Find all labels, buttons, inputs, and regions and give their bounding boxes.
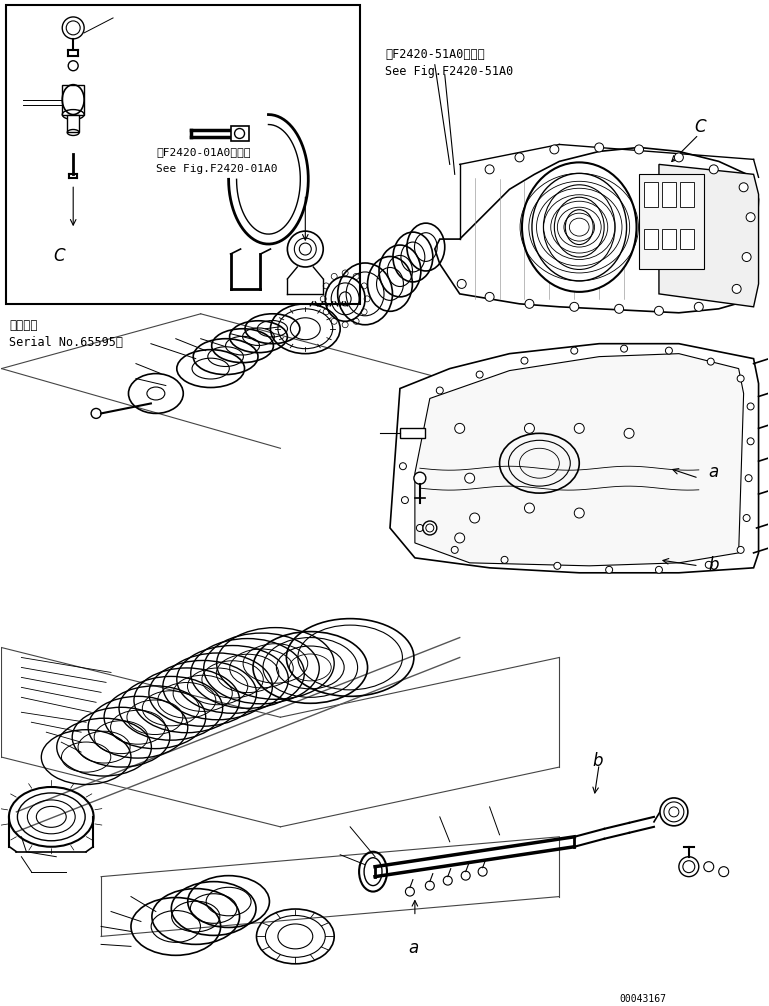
Text: 第F2420-01A0図参照: 第F2420-01A0図参照 xyxy=(156,148,251,157)
Circle shape xyxy=(521,357,528,364)
Circle shape xyxy=(554,562,561,569)
Circle shape xyxy=(458,280,466,289)
Text: 適用号機: 適用号機 xyxy=(9,319,38,332)
Circle shape xyxy=(399,463,406,470)
Bar xyxy=(67,115,79,133)
Text: C: C xyxy=(694,118,705,136)
Text: See Fig.F2420-51A0: See Fig.F2420-51A0 xyxy=(385,64,513,77)
Circle shape xyxy=(655,566,662,573)
Circle shape xyxy=(451,546,458,553)
Bar xyxy=(680,182,694,207)
Circle shape xyxy=(525,300,534,308)
Circle shape xyxy=(470,513,480,523)
Circle shape xyxy=(426,524,434,532)
Circle shape xyxy=(423,521,437,535)
Circle shape xyxy=(405,887,414,896)
Circle shape xyxy=(665,347,672,354)
Circle shape xyxy=(524,503,534,513)
Circle shape xyxy=(660,798,687,826)
Circle shape xyxy=(461,871,470,880)
Circle shape xyxy=(743,514,750,521)
Text: Serial No.65595～: Serial No.65595～ xyxy=(9,336,124,349)
Circle shape xyxy=(485,293,494,302)
Circle shape xyxy=(709,165,718,174)
Circle shape xyxy=(704,862,714,871)
Circle shape xyxy=(574,508,584,518)
Circle shape xyxy=(416,524,424,531)
Text: 00043167: 00043167 xyxy=(619,994,666,1004)
Bar xyxy=(662,229,676,249)
Text: b: b xyxy=(592,752,603,771)
Circle shape xyxy=(524,424,534,434)
Circle shape xyxy=(594,143,604,152)
Bar xyxy=(662,182,676,207)
Circle shape xyxy=(719,867,729,876)
Circle shape xyxy=(739,183,748,192)
Circle shape xyxy=(478,867,487,876)
Ellipse shape xyxy=(522,162,637,292)
Bar xyxy=(639,174,704,269)
Polygon shape xyxy=(390,344,758,572)
Circle shape xyxy=(550,145,559,154)
Circle shape xyxy=(694,303,704,311)
Bar xyxy=(400,429,424,439)
Bar xyxy=(644,182,658,207)
Circle shape xyxy=(476,371,483,378)
Circle shape xyxy=(436,387,443,394)
Circle shape xyxy=(747,403,754,409)
Circle shape xyxy=(634,145,644,154)
Bar xyxy=(680,229,694,249)
Circle shape xyxy=(732,285,741,294)
Circle shape xyxy=(606,566,613,573)
Circle shape xyxy=(745,475,752,482)
Circle shape xyxy=(747,438,754,445)
Circle shape xyxy=(464,473,474,483)
Text: 第F2420-51A0図参照: 第F2420-51A0図参照 xyxy=(385,48,484,60)
Circle shape xyxy=(746,212,755,221)
Circle shape xyxy=(401,497,408,504)
Polygon shape xyxy=(434,148,758,313)
Text: See Fig.F2420-01A0: See Fig.F2420-01A0 xyxy=(156,164,278,174)
Bar xyxy=(644,229,658,249)
Text: a: a xyxy=(709,463,719,481)
Circle shape xyxy=(742,253,751,262)
Circle shape xyxy=(737,375,744,382)
Circle shape xyxy=(485,165,494,174)
Circle shape xyxy=(574,424,584,434)
Circle shape xyxy=(654,306,664,315)
Circle shape xyxy=(454,424,464,434)
Polygon shape xyxy=(415,354,744,565)
Circle shape xyxy=(621,345,628,352)
Text: C: C xyxy=(53,247,65,265)
Bar xyxy=(6,5,360,304)
Circle shape xyxy=(679,857,699,876)
Circle shape xyxy=(674,153,684,162)
Circle shape xyxy=(443,876,452,885)
Circle shape xyxy=(401,430,408,437)
Polygon shape xyxy=(659,164,758,307)
Circle shape xyxy=(624,429,634,439)
Circle shape xyxy=(501,556,508,563)
Circle shape xyxy=(737,546,744,553)
Text: b: b xyxy=(709,556,719,573)
Circle shape xyxy=(570,303,579,311)
Circle shape xyxy=(571,347,578,354)
Circle shape xyxy=(515,153,524,162)
Bar xyxy=(231,126,248,142)
Circle shape xyxy=(707,358,714,365)
Bar xyxy=(62,85,84,115)
Circle shape xyxy=(705,561,712,568)
Circle shape xyxy=(425,881,434,890)
Circle shape xyxy=(414,472,426,484)
Circle shape xyxy=(614,305,624,313)
Circle shape xyxy=(454,533,464,543)
Text: a: a xyxy=(408,940,418,958)
